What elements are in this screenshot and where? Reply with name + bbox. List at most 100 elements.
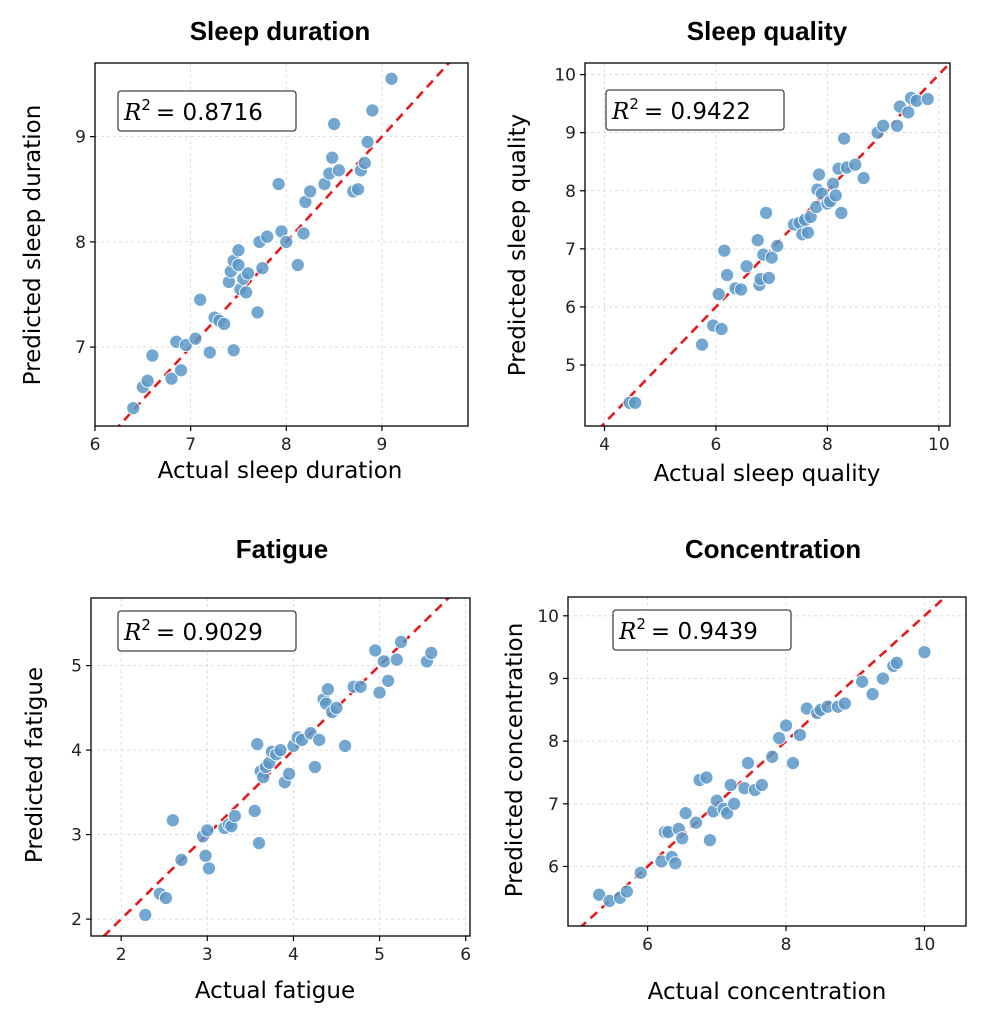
y-tick-label: 9 — [75, 128, 86, 148]
x-tick-label: 3 — [202, 945, 213, 965]
data-point — [855, 674, 870, 689]
y-tick-label: 9 — [565, 124, 576, 144]
identity-reference-line — [579, 597, 948, 926]
data-point — [368, 643, 383, 658]
data-points — [592, 645, 932, 908]
data-point — [200, 823, 215, 838]
data-point — [772, 730, 787, 746]
data-point — [765, 749, 780, 764]
r-squared-box — [612, 609, 792, 651]
data-point — [890, 118, 905, 133]
data-point — [365, 103, 380, 118]
panel-title: Sleep duration — [190, 16, 371, 46]
data-point — [876, 118, 891, 133]
x-tick-label: 5 — [374, 945, 385, 965]
data-point — [357, 155, 372, 171]
data-point — [678, 806, 693, 821]
data-point — [837, 696, 852, 711]
data-point — [372, 685, 387, 700]
panel-title: Concentration — [685, 534, 861, 564]
data-points — [622, 90, 935, 410]
x-tick-label: 10 — [928, 435, 950, 455]
r-squared-label: R2 = 0.9439 — [618, 615, 758, 645]
data-point — [350, 182, 366, 197]
data-point — [231, 243, 246, 258]
data-point — [389, 652, 404, 667]
data-point — [761, 270, 776, 285]
data-point — [381, 673, 396, 688]
r-squared-box — [117, 610, 297, 652]
data-point — [226, 343, 241, 358]
data-point — [778, 718, 794, 733]
axes-frame — [94, 62, 469, 427]
x-tick-label: 10 — [914, 935, 936, 955]
data-point — [714, 321, 729, 337]
r-squared-box — [605, 89, 785, 131]
data-point — [740, 756, 756, 771]
data-points — [126, 71, 399, 416]
data-point — [592, 887, 607, 902]
r-squared-label: R2 = 0.8716 — [123, 96, 263, 126]
data-point — [825, 176, 841, 191]
data-point — [255, 261, 270, 276]
r-squared-value: = 0.9439 — [651, 619, 758, 645]
y-tick-label: 7 — [565, 240, 576, 260]
data-point — [727, 796, 742, 811]
x-tick-label: 6 — [90, 435, 101, 455]
y-axis-label: Predicted fatigue — [22, 667, 48, 863]
data-point — [717, 243, 732, 258]
data-point — [633, 865, 648, 880]
y-tick-label: 10 — [554, 66, 576, 86]
data-point — [329, 700, 344, 715]
data-point — [619, 884, 634, 899]
r-squared-box — [117, 90, 297, 132]
data-point — [250, 305, 265, 320]
data-point — [360, 134, 375, 149]
panel-title: Sleep quality — [687, 16, 848, 46]
data-point — [739, 259, 754, 274]
data-point — [240, 266, 256, 281]
y-tick-label: 2 — [71, 910, 82, 930]
r-symbol: R — [618, 619, 636, 645]
data-point — [247, 803, 262, 818]
data-point — [193, 292, 208, 307]
data-point — [750, 233, 765, 248]
r-squared-value: = 0.9422 — [644, 99, 751, 125]
data-point — [271, 176, 286, 192]
data-point — [138, 907, 153, 922]
x-tick-label: 8 — [281, 435, 292, 455]
x-tick-label: 6 — [460, 945, 471, 965]
x-tick-label: 4 — [288, 945, 299, 965]
y-tick-label: 8 — [75, 233, 86, 253]
r-squared-label: R2 = 0.9422 — [611, 95, 751, 125]
data-point — [260, 229, 275, 244]
data-point — [889, 655, 904, 670]
data-point — [325, 150, 340, 165]
data-point — [770, 238, 785, 254]
data-point — [164, 371, 179, 386]
identity-reference-line — [102, 598, 451, 936]
x-tick-label: 9 — [377, 435, 388, 455]
data-point — [250, 737, 265, 752]
y-tick-label: 5 — [71, 657, 82, 677]
x-tick-label: 2 — [116, 945, 127, 965]
data-point — [694, 337, 710, 352]
x-tick-label: 6 — [711, 435, 722, 455]
y-tick-label: 6 — [565, 298, 576, 318]
scatter-panel-1: 6 7 8 9 7 8 9 R2 = 0.8716 Sleep duration Actual sl… — [20, 16, 469, 484]
data-point — [702, 833, 717, 848]
data-point — [303, 184, 318, 199]
scatter-panel-4: 6 8 10 6 7 8 9 10 R2 = 0.9439 Concentration Actual … — [502, 534, 967, 1005]
panel-title: Fatigue — [236, 534, 328, 564]
data-point — [279, 234, 294, 249]
data-point — [353, 679, 368, 694]
axes-frame — [567, 596, 967, 927]
data-point — [720, 267, 735, 283]
r-symbol: R — [611, 99, 629, 125]
data-point — [312, 732, 327, 748]
data-point — [628, 395, 643, 410]
data-point — [668, 856, 683, 871]
y-tick-label: 10 — [537, 607, 559, 627]
